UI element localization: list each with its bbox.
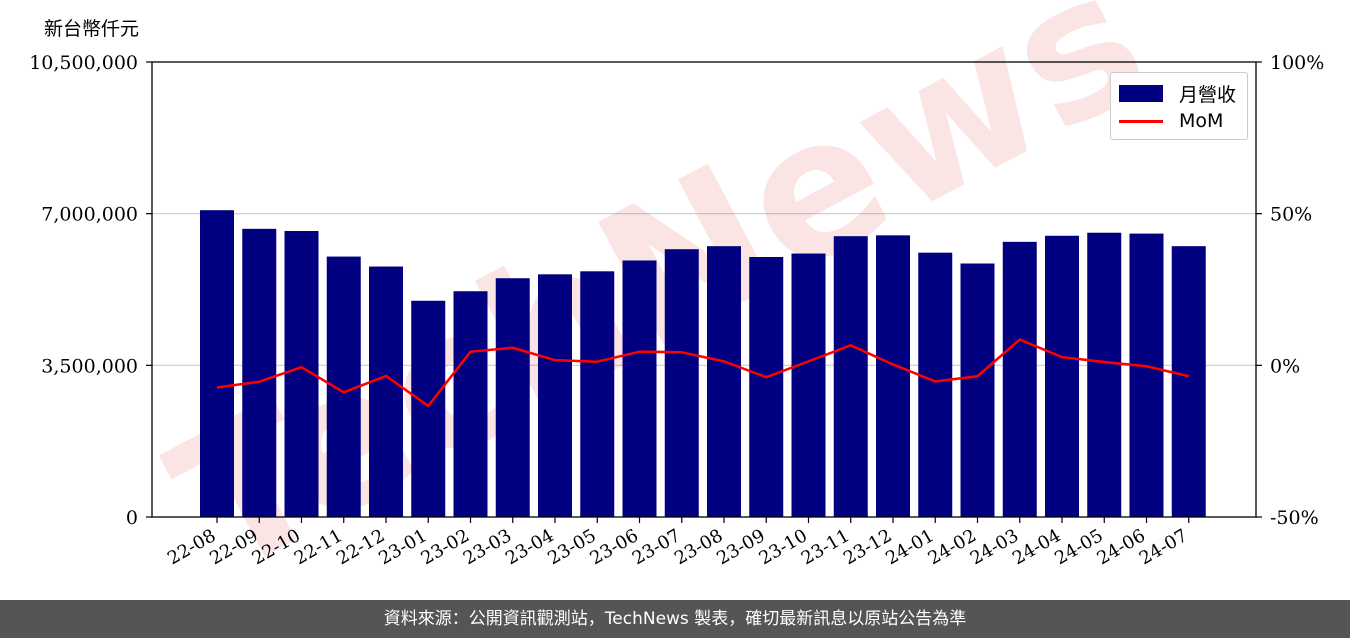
y-axis-right: -50% 0% 50% 100% — [1256, 52, 1324, 529]
bar — [876, 235, 910, 518]
mom-line — [216, 338, 1190, 408]
bar — [538, 274, 572, 517]
legend-item-mom: MoM — [1119, 109, 1223, 133]
bar — [369, 266, 403, 517]
bar — [749, 257, 784, 517]
legend-item-revenue: 月營收 — [1119, 81, 1237, 106]
bar — [707, 246, 741, 517]
footer-source-note: 資料來源：公開資訊觀測站，TechNews 製表，確切最新訊息以原站公告為準 — [0, 600, 1350, 638]
bar — [1045, 235, 1079, 517]
bar — [200, 210, 234, 517]
plot-frame — [151, 61, 1257, 518]
bar — [1002, 241, 1037, 518]
bar — [242, 228, 277, 518]
y-axis-unit-label: 新台幣仟元 — [44, 18, 140, 40]
y-right-tick-label: 100% — [1270, 52, 1324, 74]
legend-label-revenue: 月營收 — [1179, 83, 1237, 106]
bar — [495, 278, 530, 517]
bar — [1171, 246, 1206, 517]
y-axis-left: 0 3,500,000 7,000,000 10,500,000 — [29, 52, 152, 529]
bar — [453, 291, 488, 517]
bar — [1087, 232, 1122, 517]
y-left-tick-label: 10,500,000 — [29, 52, 138, 74]
x-tick-label: 24-07 — [1136, 525, 1191, 569]
legend-swatch-bar — [1119, 84, 1163, 102]
y-left-tick-label: 3,500,000 — [41, 355, 138, 377]
legend: 月營收 MoM — [1110, 72, 1248, 140]
mom-series — [216, 338, 1190, 408]
bar — [622, 260, 657, 517]
bar — [918, 252, 953, 517]
bar — [580, 271, 615, 517]
y-left-tick-label: 0 — [126, 507, 138, 529]
y-right-tick-label: 0% — [1270, 355, 1300, 377]
y-right-tick-label: -50% — [1270, 507, 1319, 529]
y-right-tick-label: 50% — [1270, 204, 1312, 226]
bar — [791, 253, 826, 518]
bars-series — [200, 210, 1206, 518]
bar — [664, 249, 699, 517]
bar — [833, 236, 868, 517]
y-left-tick-label: 7,000,000 — [41, 204, 138, 226]
legend-label-mom: MoM — [1179, 110, 1224, 132]
legend-swatch-line — [1119, 119, 1163, 123]
bar — [960, 263, 995, 517]
bar — [411, 300, 446, 517]
bar — [1129, 233, 1164, 517]
